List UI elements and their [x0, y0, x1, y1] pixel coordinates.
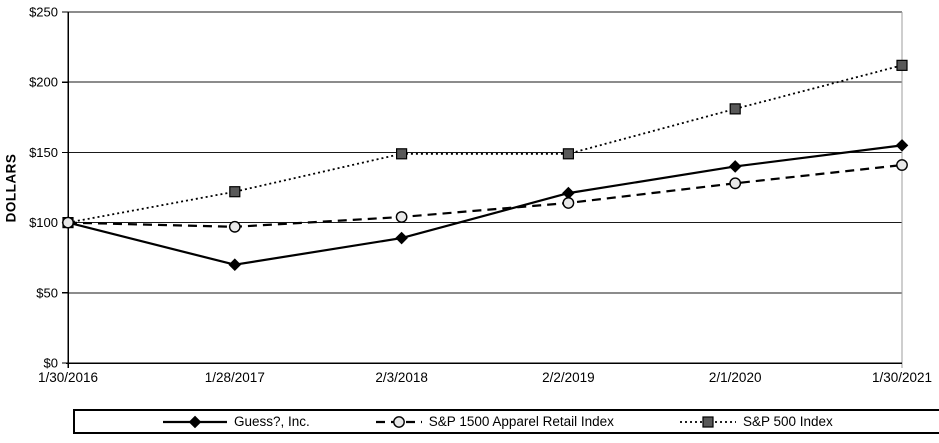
x-tick-label: 2/2/2019 [542, 370, 595, 385]
x-tick-label: 1/30/2016 [38, 370, 98, 385]
legend-item-sp500-index: S&P 500 Index [679, 414, 833, 429]
y-tick-label: $50 [36, 285, 58, 300]
chart-legend: Guess?, Inc. S&P 1500 Apparel Retail Ind… [73, 409, 939, 434]
y-tick-label: $100 [29, 215, 58, 230]
y-tick-label: $150 [29, 145, 58, 160]
legend-label-guess: Guess?, Inc. [234, 414, 310, 429]
solid-line-diamond-icon [163, 415, 227, 428]
legend-item-apparel-index: S&P 1500 Apparel Retail Index [375, 414, 614, 429]
dashed-line-circle-icon [375, 415, 422, 428]
y-tick-label: $200 [29, 75, 58, 90]
legend-label-sp500-index: S&P 500 Index [742, 414, 833, 429]
x-tick-label: 1/30/2021 [872, 370, 932, 385]
plot-area: $0 $50 $100 $150 $200 $250 1/30/2016 1/28/2017 2… [29, 5, 932, 386]
x-tick-label: 2/3/2018 [375, 370, 428, 385]
legend-label-apparel-index: S&P 1500 Apparel Retail Index [428, 414, 614, 429]
y-tick-label: $250 [29, 5, 58, 20]
x-tick-label: 1/28/2017 [205, 370, 265, 385]
y-tick-label: $0 [44, 356, 58, 371]
x-tick-label: 2/1/2020 [709, 370, 762, 385]
dotted-line-square-icon [679, 415, 736, 428]
legend-item-guess: Guess?, Inc. [163, 414, 310, 429]
y-axis-title: DOLLARS [3, 153, 19, 223]
